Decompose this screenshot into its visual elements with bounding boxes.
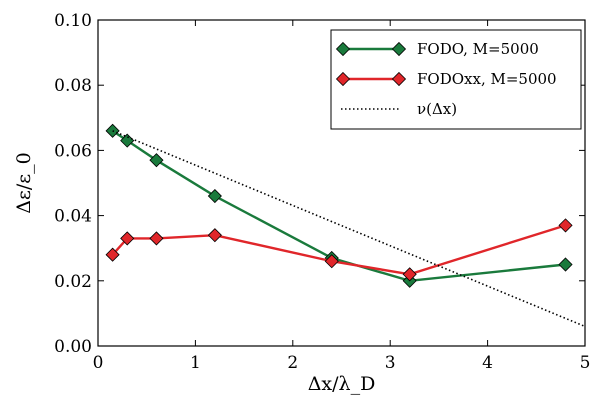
data-point — [149, 231, 164, 246]
x-tick-label: 4 — [482, 353, 493, 373]
x-tick-label: 1 — [190, 353, 201, 373]
data-point — [558, 218, 573, 233]
series-line — [111, 129, 566, 283]
series-1 — [105, 218, 573, 282]
x-tick-label: 2 — [287, 353, 298, 373]
legend-marker — [335, 71, 351, 87]
axes-frame — [97, 19, 586, 347]
y-tick-label: 0.08 — [54, 76, 92, 96]
y-tick-label: 0.10 — [54, 11, 92, 31]
y-tick-label: 0.04 — [54, 207, 92, 227]
data-point — [207, 228, 222, 243]
series-line — [112, 130, 586, 328]
legend-entry: ν(Δx) — [417, 100, 457, 118]
data-point — [207, 188, 222, 204]
legend-entry: FODOxx, M=5000 — [417, 70, 557, 88]
data-point — [120, 231, 135, 246]
data-point — [149, 153, 164, 168]
legend-marker — [335, 41, 351, 57]
x-axis-label: Δx/λ_D — [308, 373, 376, 395]
y-tick-label: 0.02 — [54, 272, 92, 292]
legend-marker — [391, 71, 407, 87]
legend-entry: FODO, M=5000 — [417, 40, 539, 58]
x-tick-label: 0 — [93, 353, 104, 373]
series-2 — [112, 130, 586, 328]
ticks-layer: 0 1 2 3 4 5 0.00 0.02 0.04 0.06 0.08 0.10 — [54, 11, 590, 373]
y-tick-label: 0.06 — [54, 141, 92, 161]
data-point — [105, 247, 120, 262]
x-tick-label: 5 — [580, 353, 591, 373]
legend-marker — [391, 41, 407, 57]
y-axis-label: Δε/ε_0 — [13, 152, 35, 213]
series-layer — [105, 123, 586, 328]
legend: FODO, M=5000 FODOxx, M=5000 ν(Δx) — [330, 29, 582, 130]
x-tick-label: 3 — [385, 353, 396, 373]
data-point — [558, 257, 573, 272]
y-tick-label: 0.00 — [54, 337, 92, 357]
data-point — [324, 254, 339, 269]
data-point — [120, 133, 135, 148]
data-point — [402, 267, 417, 282]
series-line — [111, 224, 566, 276]
